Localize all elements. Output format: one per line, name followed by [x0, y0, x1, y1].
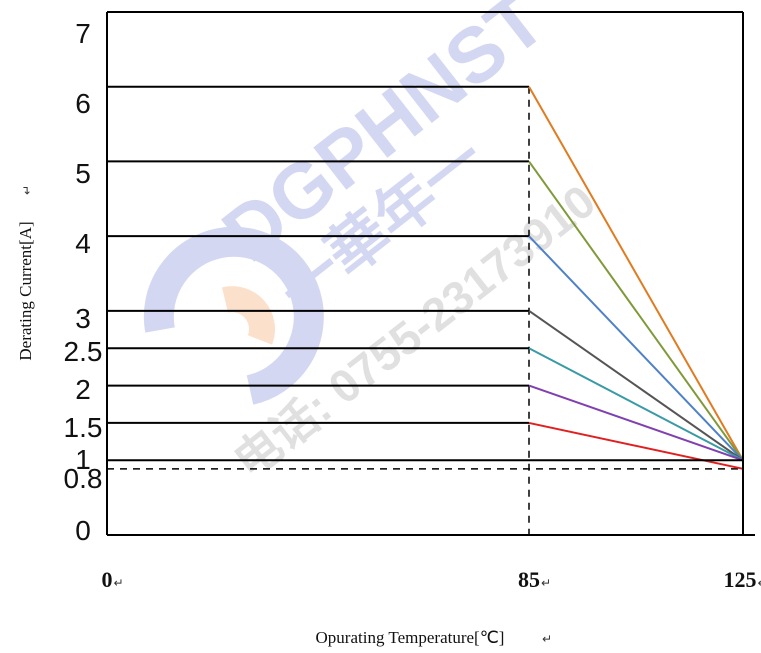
y-tick-label-3: 3 [75, 303, 91, 334]
x-tick-label-125: 125 [724, 567, 757, 592]
x-tick-label-0: 0 [102, 567, 113, 592]
y-tick-label-0: 0 [75, 515, 91, 546]
y-tick-label-1: 1 [75, 444, 91, 475]
plot-frame [106, 11, 755, 536]
x-tick-return-0: ↵ [114, 576, 124, 590]
y-tick-label-5: 5 [75, 158, 91, 189]
y-tick-labels: 0 0.811.5 2 2.53 4 5 6 7 [64, 18, 103, 546]
y-tick-label-2-5: 2.5 [64, 336, 103, 367]
watermark: DGPHNST 一華年一 电话: 0755-23173910 [143, 0, 605, 488]
series-lines [107, 85, 744, 470]
y-tick-label-2: 2 [75, 374, 91, 405]
series-derate-0 [528, 86, 744, 461]
x-axis-title-return: ↵ [542, 632, 552, 646]
series-derate-1 [528, 160, 744, 461]
y-axis-title-return: ↵ [20, 185, 34, 195]
y-tick-label-7: 7 [75, 18, 91, 49]
x-tick-labels: 0↵85↵125↵ [102, 567, 761, 592]
series-derate-2 [528, 235, 744, 461]
y-tick-label-1-5: 1.5 [64, 412, 103, 443]
series-derate-3 [528, 310, 744, 462]
y-axis-title: Derating Current[A] [16, 221, 35, 360]
series-derate-4 [528, 347, 744, 462]
y-tick-label-4: 4 [75, 228, 91, 259]
y-tick-label-0-8: 0.8 [64, 463, 103, 494]
y-tick-label-6: 6 [75, 88, 91, 119]
x-axis-title: Opurating Temperature[℃] [316, 628, 505, 647]
watermark-logo [143, 226, 324, 405]
series-derate-5 [528, 384, 744, 462]
x-tick-return-85: ↵ [541, 576, 551, 590]
x-tick-return-125: ↵ [758, 576, 761, 590]
x-tick-label-85: 85 [518, 567, 540, 592]
series-derate-6 [528, 421, 744, 470]
